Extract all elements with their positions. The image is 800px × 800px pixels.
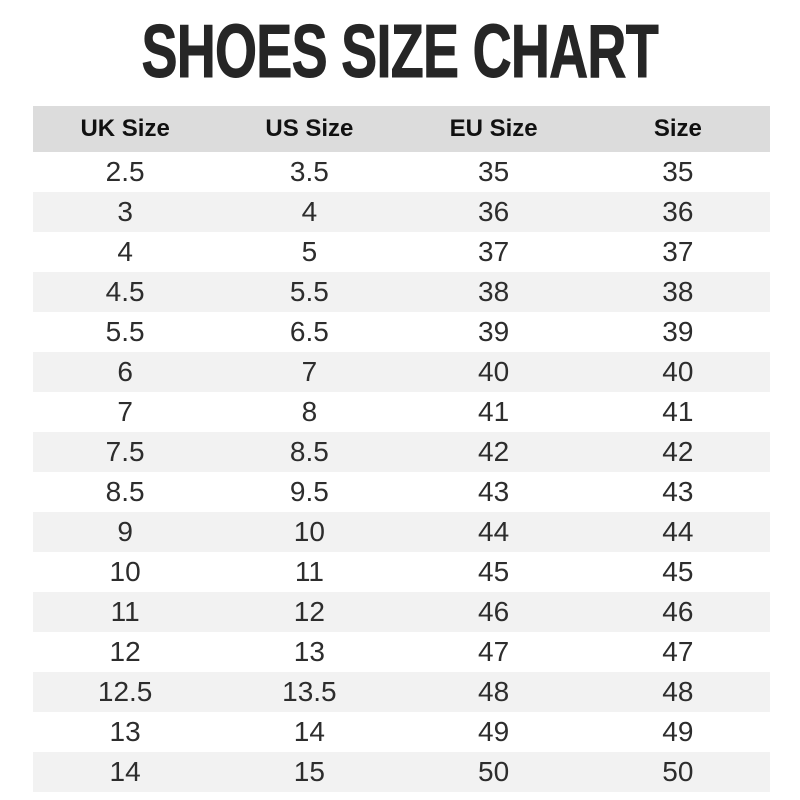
table-row: 7 8 41 41: [33, 392, 770, 432]
table-row: 13 14 49 49: [33, 712, 770, 752]
table-cell: 35: [662, 156, 694, 187]
size-chart-table: UK Size US Size EU Size Size 2.5 3.5 35 35 3 4 36…: [33, 106, 770, 792]
table-cell: 46: [662, 596, 694, 627]
table-cell: 6: [117, 356, 133, 387]
column-header-eu-size: EU Size: [401, 106, 586, 152]
table-cell: 10: [293, 516, 325, 547]
table-cell: 2.5: [105, 156, 145, 187]
table-cell: 4: [301, 196, 318, 227]
table-row: 12 13 47 47: [33, 632, 770, 672]
table-row: 8.5 9.5 43 43: [33, 472, 770, 512]
table-cell: 6.5: [289, 316, 329, 347]
table-cell: 9: [117, 516, 133, 547]
table-cell: 40: [478, 356, 510, 387]
column-header-size: Size: [585, 106, 770, 152]
column-header-us-size: US Size: [217, 106, 402, 152]
table-cell: 45: [478, 556, 510, 587]
table-cell: 4: [117, 236, 133, 267]
table-row: 4.5 5.5 38 38: [33, 272, 770, 312]
table-cell: 9.5: [289, 476, 329, 507]
table-cell: 49: [478, 716, 510, 747]
table-cell: 43: [478, 476, 510, 507]
table-cell: 7: [117, 396, 133, 427]
table-cell: 14: [109, 756, 141, 787]
table-row: 6 7 40 40: [33, 352, 770, 392]
table-cell: 35: [478, 156, 510, 187]
table-cell: 38: [662, 276, 694, 307]
table-cell: 7: [301, 356, 318, 387]
table-cell: 13.5: [282, 676, 337, 707]
column-header-uk-size: UK Size: [33, 106, 218, 152]
table-body: 2.5 3.5 35 35 3 4 36 36 4 5 37 37 4.5 5.5 38 38 5.5 6.5 39…: [33, 152, 770, 792]
table-cell: 48: [478, 676, 510, 707]
table-cell: 3: [117, 196, 133, 227]
table-cell: 36: [478, 196, 510, 227]
table-row: 11 12 46 46: [33, 592, 770, 632]
table-cell: 50: [478, 756, 510, 787]
table-row: 4 5 37 37: [33, 232, 770, 272]
table-cell: 4.5: [105, 276, 145, 307]
table-cell: 41: [478, 396, 510, 427]
table-cell: 11: [294, 556, 324, 587]
table-cell: 49: [662, 716, 694, 747]
table-cell: 5: [301, 236, 318, 267]
table-cell: 13: [293, 636, 325, 667]
table-cell: 50: [662, 756, 694, 787]
table-row: 10 11 45 45: [33, 552, 770, 592]
table-cell: 14: [293, 716, 325, 747]
table-cell: 48: [662, 676, 694, 707]
table-header-row: UK Size US Size EU Size Size: [33, 106, 770, 152]
table-cell: 45: [662, 556, 694, 587]
table-cell: 3.5: [289, 156, 329, 187]
table-cell: 5.5: [105, 316, 145, 347]
table-cell: 10: [109, 556, 141, 587]
table-cell: 12.5: [97, 676, 153, 707]
table-cell: 8.5: [289, 436, 329, 467]
table-cell: 8: [301, 396, 318, 427]
table-cell: 7.5: [105, 436, 145, 467]
table-cell: 38: [478, 276, 510, 307]
table-cell: 47: [662, 636, 694, 667]
table-row: 2.5 3.5 35 35: [33, 152, 770, 192]
table-cell: 11: [110, 596, 140, 627]
table-cell: 8.5: [105, 476, 145, 507]
page-title-container: SHOES SIZE CHART: [0, 9, 800, 93]
table-cell: 12: [109, 636, 141, 667]
table-cell: 43: [662, 476, 694, 507]
table-cell: 42: [662, 436, 694, 467]
table-cell: 47: [478, 636, 510, 667]
table-row: 5.5 6.5 39 39: [33, 312, 770, 352]
table-cell: 40: [662, 356, 694, 387]
table-cell: 37: [662, 236, 694, 267]
table-row: 12.5 13.5 48 48: [33, 672, 770, 712]
table-cell: 37: [478, 236, 510, 267]
table-cell: 44: [478, 516, 510, 547]
table-row: 7.5 8.5 42 42: [33, 432, 770, 472]
table-cell: 41: [662, 396, 694, 427]
table-cell: 46: [478, 596, 510, 627]
table-cell: 39: [478, 316, 510, 347]
table-cell: 39: [662, 316, 694, 347]
table-row: 14 15 50 50: [33, 752, 770, 792]
table-header: UK Size US Size EU Size Size: [33, 106, 770, 152]
table-cell: 36: [662, 196, 694, 227]
table-cell: 12: [293, 596, 325, 627]
page-title: SHOES SIZE CHART: [141, 9, 659, 93]
table-cell: 42: [478, 436, 510, 467]
table-cell: 15: [293, 756, 325, 787]
table-row: 3 4 36 36: [33, 192, 770, 232]
table-row: 9 10 44 44: [33, 512, 770, 552]
table-cell: 5.5: [289, 276, 329, 307]
table-cell: 44: [662, 516, 694, 547]
table-cell: 13: [109, 716, 141, 747]
